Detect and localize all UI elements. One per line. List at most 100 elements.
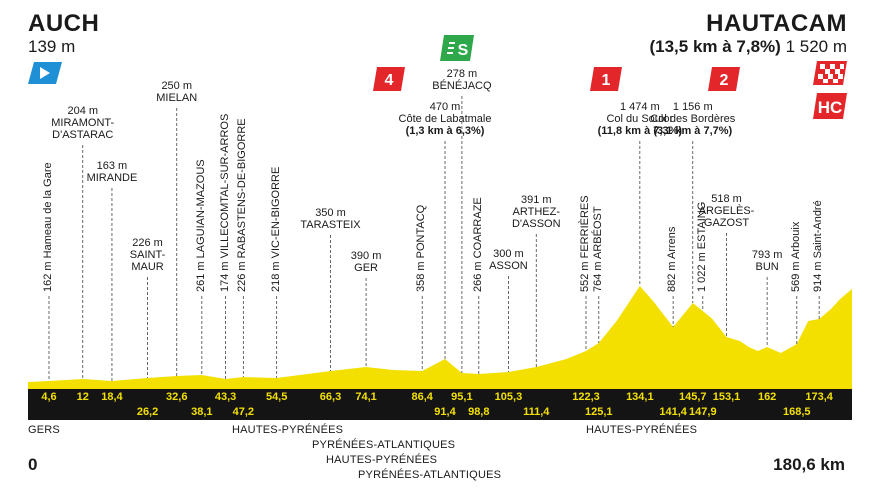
km-band [28, 389, 852, 420]
elevation-profile-area [28, 286, 852, 389]
location-label: 266 m COARRAZE [471, 197, 484, 292]
location-label-line: 470 m [429, 101, 461, 113]
location-label: 793 m BUN [752, 249, 783, 273]
km-mark: 153,1 [712, 391, 741, 403]
location-label-line: ARTHEZ- [512, 206, 560, 218]
location-label-line: 250 m [161, 80, 193, 92]
location-label-line: MAUR [131, 261, 164, 273]
km-mark: 32,6 [166, 391, 188, 403]
km-mark: 98,8 [468, 406, 490, 418]
location-label-line: 391 m [520, 194, 552, 206]
km-mark: 111,4 [523, 406, 550, 418]
location-label: 569 m Arbouix [789, 221, 802, 292]
region-label: PYRÉNÉES-ATLANTIQUES [312, 439, 456, 451]
location-label-line: MIRANDE [86, 172, 138, 184]
location-label-line: 390 m [350, 250, 382, 262]
km-mark: 86,4 [411, 391, 433, 403]
location-label: 250 m MIELAN [156, 80, 197, 104]
location-label: 518 m ARGELÈS- GAZOST [699, 193, 755, 229]
location-label: 390 m GER [351, 250, 382, 274]
location-label-line: GAZOST [703, 217, 750, 229]
location-label: 226 m RABASTENS-DE-BIGORRE [236, 118, 249, 292]
location-label-line: MIRAMONT- [51, 117, 115, 129]
region-label: PYRÉNÉES-ATLANTIQUES [358, 469, 502, 481]
category-1-badge: 1 [589, 66, 622, 92]
km-mark: 168,5 [783, 406, 811, 418]
location-label-line: 793 m [751, 249, 783, 261]
finish-flag-icon [812, 60, 847, 86]
region-label: GERS [28, 424, 60, 436]
location-label-line: 300 m [493, 248, 524, 260]
km-mark: 173,4 [805, 391, 833, 403]
svg-text:2: 2 [720, 72, 729, 89]
location-label-line: 1 474 m [619, 101, 660, 113]
km-mark: 125,1 [585, 406, 613, 418]
km-mark: 18,4 [101, 391, 123, 403]
location-label: 391 m ARTHEZ- D'ASSON [512, 194, 561, 230]
km-mark: 26,2 [136, 406, 159, 418]
location-label: 350 m TARASTEIX [300, 207, 360, 231]
category-2-badge: 2 [707, 66, 740, 92]
location-label: 163 m MIRANDE [87, 160, 138, 184]
location-label-line: GER [354, 262, 378, 274]
svg-text:S: S [458, 42, 469, 59]
location-label: 174 m VILLECOMTAL-SUR-ARROS [218, 113, 231, 292]
svg-text:1: 1 [602, 72, 611, 89]
location-label: 261 m LAGUIAN-MAZOUS [194, 159, 207, 292]
location-label: 358 m PONTACQ [415, 204, 428, 292]
km-mark: 147,9 [689, 406, 717, 418]
location-label: 226 m SAINT- MAUR [130, 237, 165, 273]
km-mark: 4,6 [41, 391, 57, 403]
km-mark: 54,5 [265, 391, 288, 403]
location-label: 218 m VIC-EN-BIGORRE [269, 166, 282, 292]
finish-altitude: 1 520 m [785, 37, 847, 56]
km-mark: 43,3 [214, 391, 237, 403]
distance-start: 0 [28, 455, 38, 474]
category-4-badge: 4 [372, 66, 405, 92]
location-label-line: 204 m [67, 105, 99, 117]
location-label-line: Col des Bordères [650, 113, 736, 125]
location-label-line: 278 m [446, 68, 478, 80]
km-mark: 47,2 [232, 406, 255, 418]
location-label-line: (3,1 km à 7,7%) [653, 125, 733, 137]
km-mark: 38,1 [191, 406, 213, 418]
location-label-line: MIELAN [156, 92, 198, 104]
svg-text:HC: HC [818, 98, 843, 117]
region-label: HAUTES-PYRÉNÉES [232, 424, 344, 436]
location-label: 552 m FERRIÈRES [579, 195, 591, 292]
finish-climb: (13,5 km à 7,8%) [649, 37, 781, 56]
km-mark: 134,1 [626, 391, 654, 403]
location-label: 470 m Côte de Labatmale (1,3 km à 6,3%) [399, 101, 492, 137]
location-label: 278 m BÉNÉJACQ [432, 68, 491, 92]
km-mark: 91,4 [434, 406, 456, 418]
location-label: 882 m Arrens [666, 226, 679, 292]
km-mark: 66,3 [319, 391, 342, 403]
km-mark: 105,3 [494, 391, 523, 403]
km-mark: 145,7 [679, 391, 707, 403]
location-label: 764 m ARBÉOST [591, 206, 604, 292]
location-label-line: D'ASSON [511, 218, 561, 230]
start-town: AUCH [28, 10, 100, 37]
km-mark: 141,4 [659, 406, 687, 418]
location-label-line: 163 m [96, 160, 128, 172]
location-label: 204 m MIRAMONT- D'ASTARAC [51, 105, 114, 141]
location-label-line: 226 m [132, 237, 163, 249]
start-altitude: 139 m [28, 37, 76, 56]
km-mark: 74,1 [355, 391, 377, 403]
location-label-line: 350 m [315, 207, 346, 219]
finish-town: HAUTACAM [706, 10, 847, 37]
sprint-badge-icon: S [439, 34, 474, 61]
location-label: 914 m Saint-André [812, 200, 825, 292]
location-label-line: SAINT- [129, 249, 166, 261]
svg-text:4: 4 [385, 72, 394, 89]
km-mark: 122,3 [572, 391, 600, 403]
location-label-line: (11,8 km à 7,3%) [597, 125, 683, 137]
location-label: 300 m ASSON [489, 248, 528, 272]
location-label-line: D'ASTARAC [52, 129, 114, 141]
start-flag-icon [28, 60, 62, 86]
location-label-line: ARGELÈS- [698, 205, 755, 217]
region-label: HAUTES-PYRÉNÉES [586, 424, 698, 436]
hc-badge: HC [812, 92, 847, 119]
location-label-line: ASSON [489, 260, 528, 272]
location-label: 1 474 m Col du Soulor (11,8 km à 7,3%) [598, 101, 682, 137]
